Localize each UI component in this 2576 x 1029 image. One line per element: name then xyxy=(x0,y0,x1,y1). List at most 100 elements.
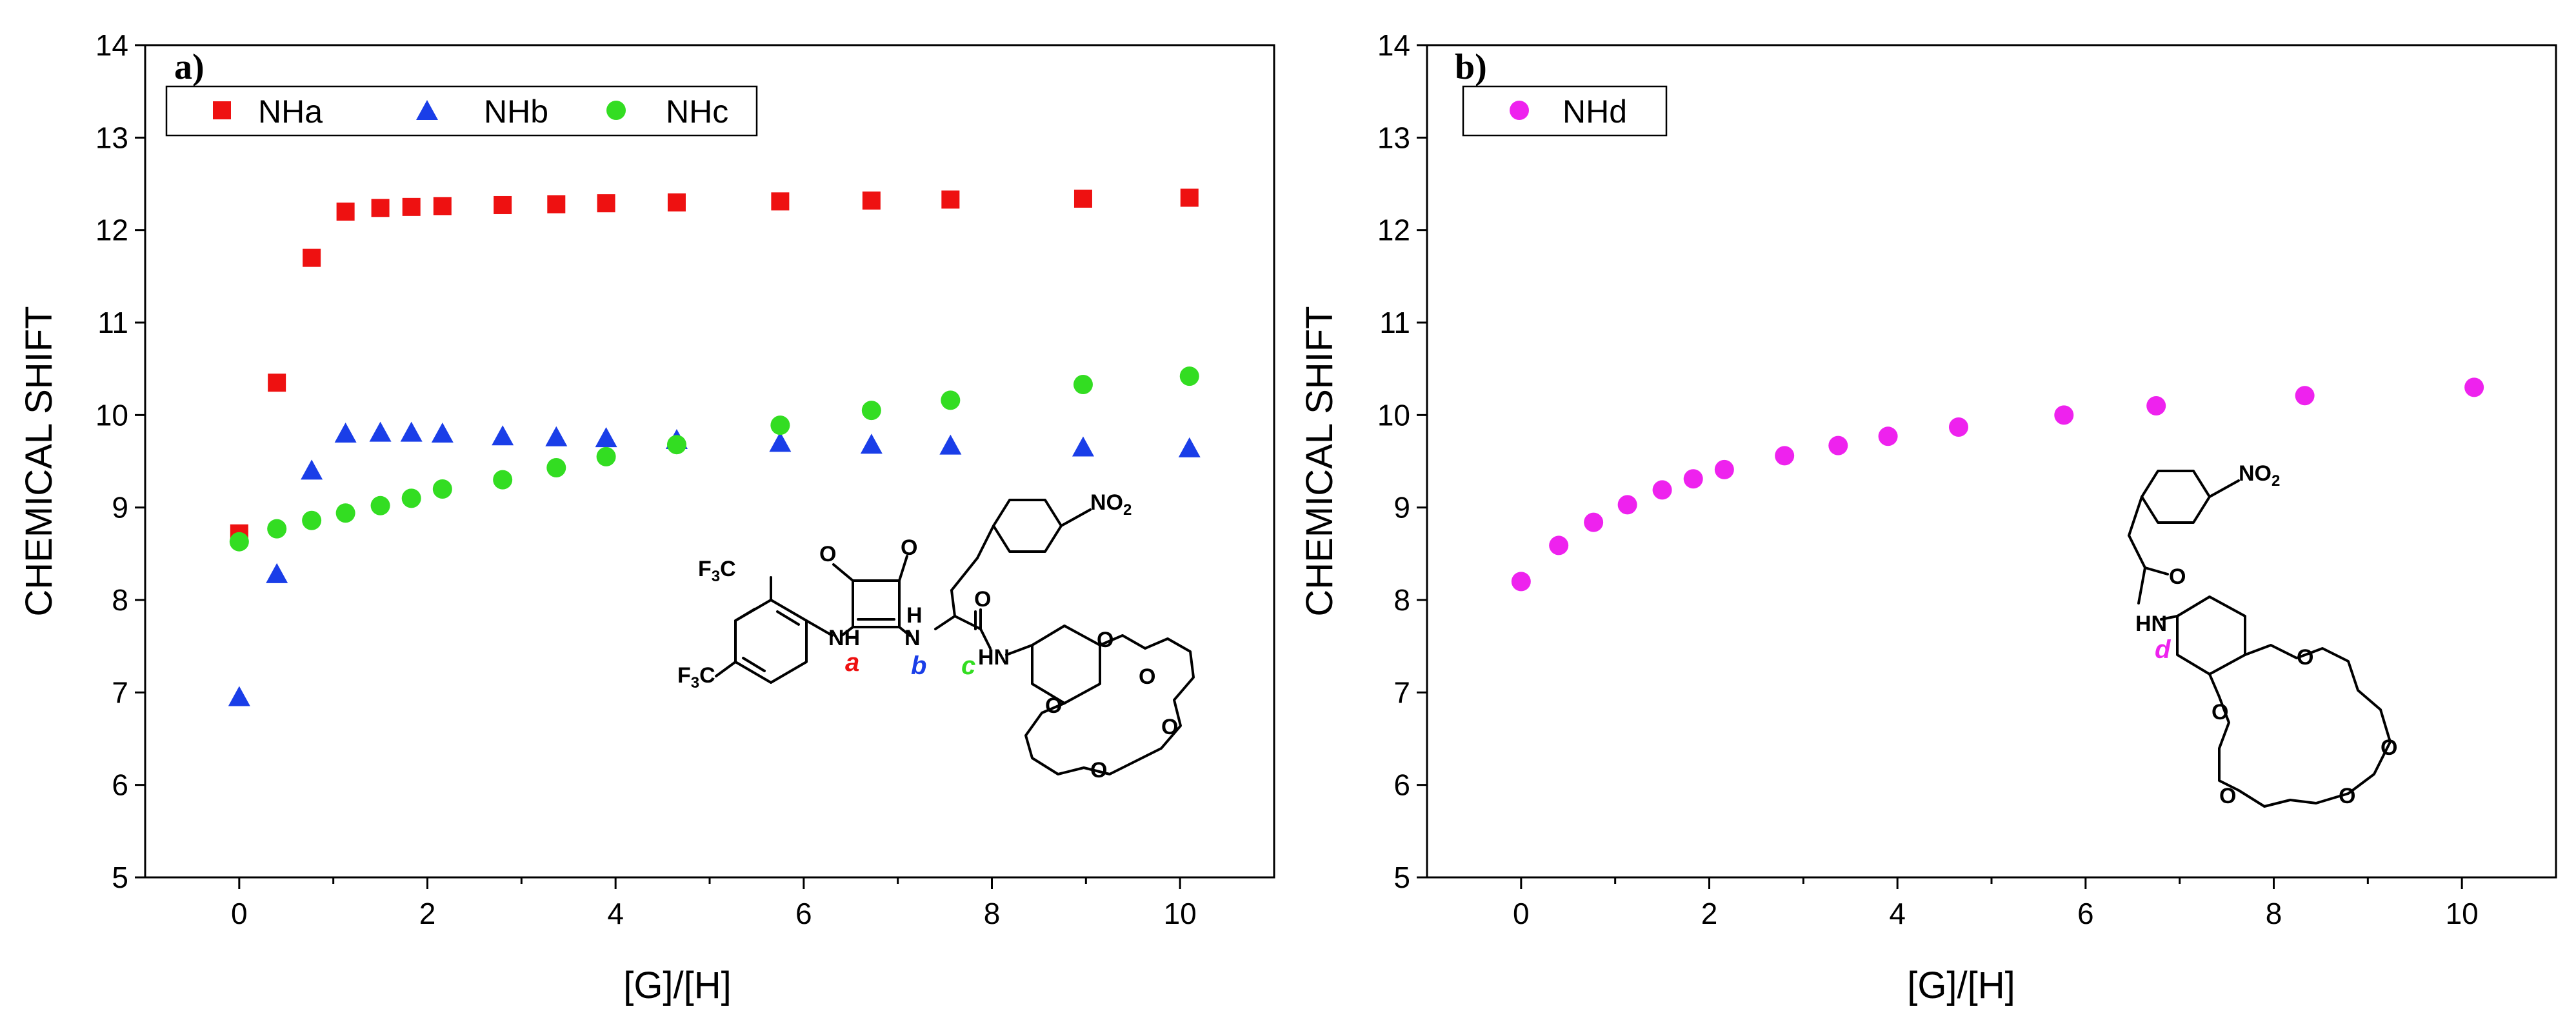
svg-text:NO2: NO2 xyxy=(1090,490,1132,519)
y-tick-label: 9 xyxy=(1393,491,1410,524)
data-point-nhb xyxy=(1178,437,1201,457)
svg-text:O: O xyxy=(1097,628,1113,652)
y-tick-label: 9 xyxy=(112,491,128,524)
data-point-nhc xyxy=(770,415,790,435)
data-point-nhc xyxy=(335,503,355,523)
data-point-nha xyxy=(303,248,321,267)
svg-text:N: N xyxy=(904,626,921,650)
data-point-nha xyxy=(941,190,960,209)
site-label-b: b xyxy=(911,652,926,680)
y-tick-label: 5 xyxy=(112,861,128,894)
y-axis-title: CHEMICAL SHIFT xyxy=(1299,306,1341,616)
data-point-nhd xyxy=(1652,480,1672,500)
panel-b-chart: 5 6 7 8 9 10 11 12 13 14 0 2 4 6 8 10 b) NHd CHEMICAL S… xyxy=(1299,28,2557,1006)
data-point-nha xyxy=(402,197,421,216)
data-point-nhd xyxy=(1683,469,1703,489)
data-point-nhb xyxy=(939,434,962,455)
svg-text:O: O xyxy=(819,542,836,566)
svg-text:O: O xyxy=(1090,758,1107,783)
data-point-nhc xyxy=(370,495,390,515)
x-tick-label: 10 xyxy=(1164,897,1197,930)
data-point-nhb xyxy=(301,459,323,480)
data-point-nhb xyxy=(369,421,392,442)
y-tick-label: 7 xyxy=(1393,675,1410,709)
data-point-nhb xyxy=(545,426,568,446)
svg-text:NH: NH xyxy=(828,626,860,650)
svg-text:O: O xyxy=(1161,715,1178,739)
data-point-nhd xyxy=(1511,572,1531,592)
svg-text:H: H xyxy=(906,603,923,628)
y-tick-label: 10 xyxy=(1377,398,1410,432)
y-tick-label: 11 xyxy=(1379,306,1410,339)
y-tick-label: 5 xyxy=(1393,861,1410,894)
data-point-nhd xyxy=(2054,405,2074,425)
svg-text:HN: HN xyxy=(978,645,1010,670)
data-point-nha xyxy=(547,195,566,214)
legend-label-nha: NHa xyxy=(258,94,323,130)
y-tick-label: 6 xyxy=(1393,768,1410,802)
data-point-nhb xyxy=(228,686,250,706)
data-point-nhd xyxy=(1948,417,1968,437)
y-tick-label: 10 xyxy=(95,398,128,432)
svg-text:O: O xyxy=(901,535,917,560)
data-point-nha xyxy=(1180,188,1199,207)
data-point-nhb xyxy=(492,425,514,446)
ticks: 5 6 7 8 9 10 11 12 13 14 0 2 4 6 8 10 xyxy=(95,28,1197,930)
data-point-nhb xyxy=(769,432,792,452)
svg-text:O: O xyxy=(2212,700,2228,724)
legend-marker-nhd xyxy=(1510,101,1529,120)
legend-label-nhd: NHd xyxy=(1563,94,1627,130)
data-point-nhd xyxy=(1617,495,1637,515)
data-point-nhc xyxy=(229,532,249,552)
data-point-nhb xyxy=(266,563,288,583)
legend-label-nhc: NHc xyxy=(666,94,728,130)
data-point-nhd xyxy=(1775,446,1795,466)
legend-label-nhb: NHb xyxy=(484,94,548,130)
molecule-structure-b: NO2 O HN O O O O O d xyxy=(2128,461,2397,808)
x-tick-label: 0 xyxy=(1513,897,1530,930)
svg-text:NO2: NO2 xyxy=(2239,461,2280,490)
data-point-nhc xyxy=(546,458,566,478)
y-tick-label: 12 xyxy=(95,214,128,247)
x-tick-label: 10 xyxy=(2446,897,2479,930)
svg-text:O: O xyxy=(2297,645,2313,670)
legend-box xyxy=(1462,85,1668,137)
site-label-c: c xyxy=(961,652,975,680)
data-point-nha xyxy=(1073,189,1092,208)
data-point-nhd xyxy=(2146,396,2166,415)
data-point-nhc xyxy=(401,488,421,508)
site-label-d: d xyxy=(2155,635,2172,664)
y-tick-label: 13 xyxy=(95,121,128,154)
legend: NHa NHb NHc xyxy=(165,85,758,137)
data-point-nhd xyxy=(2295,386,2315,406)
data-point-nhc xyxy=(1179,366,1199,386)
data-point-nhb xyxy=(400,421,423,442)
panel-label: b) xyxy=(1455,47,1487,87)
x-tick-label: 4 xyxy=(607,897,624,930)
data-point-nha xyxy=(433,197,452,215)
data-point-nhc xyxy=(432,479,452,499)
x-tick-label: 6 xyxy=(2077,897,2094,930)
y-tick-label: 12 xyxy=(1377,214,1410,247)
data-point-nhc xyxy=(493,470,513,490)
data-point-nhd xyxy=(1828,435,1848,455)
data-point-nhb xyxy=(595,427,617,448)
data-point-nha xyxy=(371,199,390,217)
svg-text:O: O xyxy=(2339,784,2355,808)
site-label-a: a xyxy=(845,648,859,677)
y-tick-label: 6 xyxy=(112,768,128,802)
y-tick-label: 13 xyxy=(1377,121,1410,154)
data-point-nhb xyxy=(431,423,454,443)
y-tick-label: 8 xyxy=(1393,583,1410,617)
legend-box xyxy=(165,85,758,137)
data-point-nhc xyxy=(1073,375,1093,395)
data-point-nha xyxy=(494,195,512,214)
svg-text:O: O xyxy=(1139,664,1155,689)
svg-text:O: O xyxy=(2169,564,2186,589)
y-tick-label: 14 xyxy=(1377,28,1410,62)
y-tick-label: 8 xyxy=(112,583,128,617)
data-point-nhb xyxy=(334,423,357,443)
data-point-nhc xyxy=(302,510,322,530)
svg-text:O: O xyxy=(2219,784,2236,808)
x-tick-label: 8 xyxy=(2266,897,2282,930)
